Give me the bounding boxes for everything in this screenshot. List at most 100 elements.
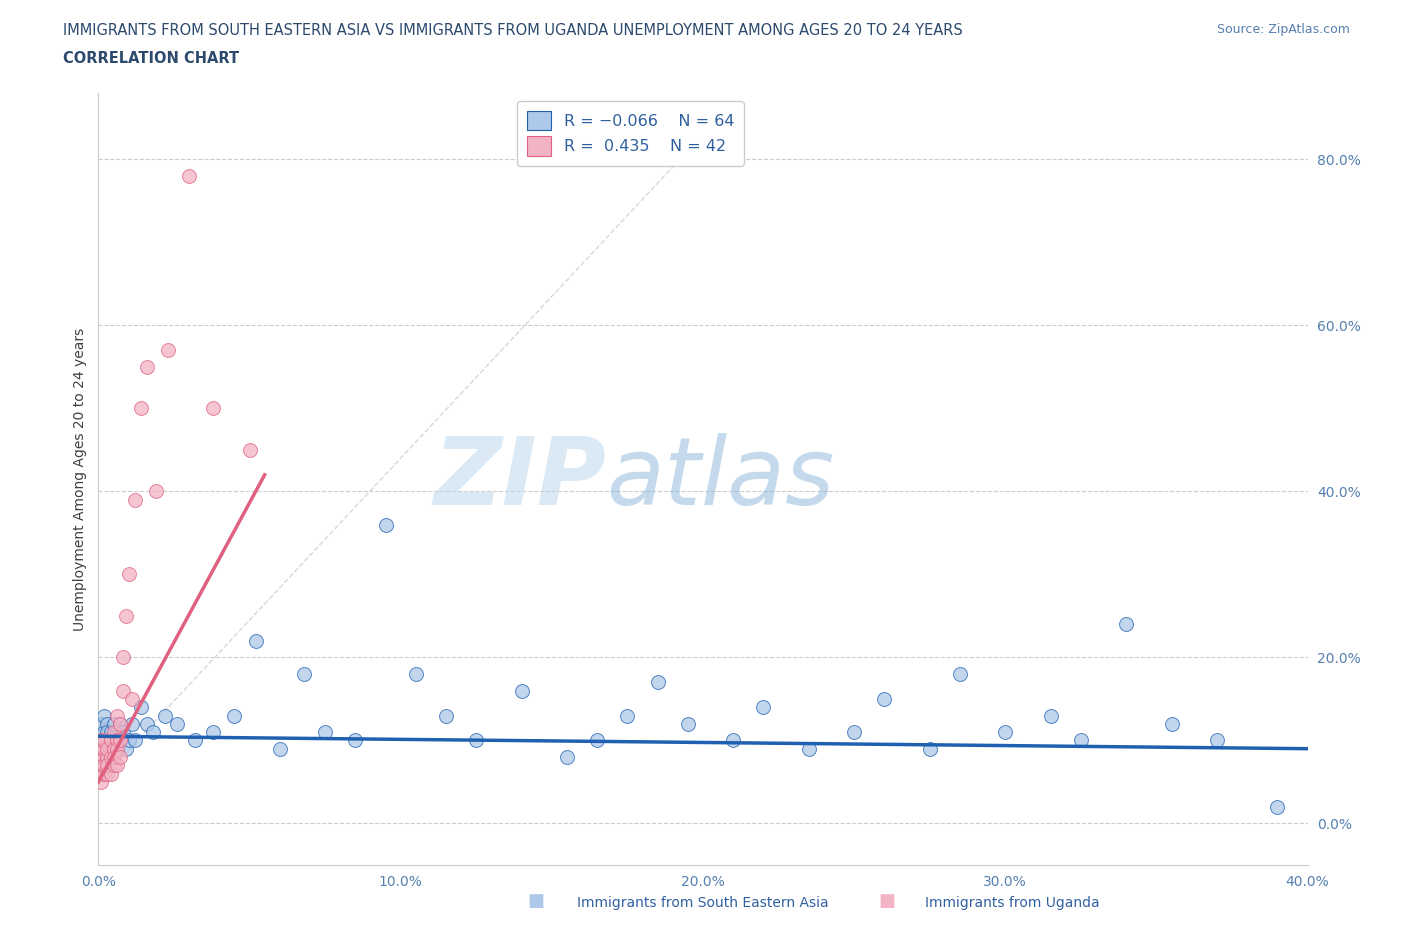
Point: [100, 741, 122, 756]
Point: [93, 733, 115, 748]
Point: [90, 750, 112, 764]
Point: [105, 724, 128, 739]
Point: [918, 741, 941, 756]
Point: [96, 750, 118, 764]
Point: [118, 567, 141, 582]
Point: [96, 733, 118, 748]
Point: [108, 716, 131, 731]
Point: [344, 733, 367, 748]
Point: [121, 692, 143, 707]
Point: [292, 667, 315, 682]
Point: [510, 684, 533, 698]
Point: [224, 708, 246, 723]
Text: Immigrants from Uganda: Immigrants from Uganda: [925, 896, 1099, 910]
Point: [103, 758, 125, 773]
Point: [142, 724, 165, 739]
Point: [90, 716, 112, 731]
Point: [156, 343, 179, 358]
Text: Source: ZipAtlas.com: Source: ZipAtlas.com: [1216, 23, 1350, 36]
Point: [100, 733, 122, 748]
Point: [90, 775, 112, 790]
Point: [93, 766, 115, 781]
Point: [103, 741, 125, 756]
Point: [105, 741, 128, 756]
Point: [145, 484, 167, 498]
Point: [153, 708, 176, 723]
Point: [108, 733, 131, 748]
Point: [96, 750, 118, 764]
Point: [90, 750, 112, 764]
Point: [93, 741, 115, 756]
Text: Immigrants from South Eastern Asia: Immigrants from South Eastern Asia: [578, 896, 828, 910]
Point: [1039, 708, 1062, 723]
Point: [96, 716, 118, 731]
Point: [1115, 617, 1137, 631]
Point: [111, 650, 134, 665]
Point: [96, 741, 118, 756]
Point: [96, 766, 118, 781]
Point: [90, 758, 112, 773]
Text: atlas: atlas: [606, 433, 835, 525]
Point: [465, 733, 488, 748]
Point: [96, 758, 118, 773]
Point: [90, 733, 112, 748]
Point: [100, 733, 122, 748]
Point: [105, 733, 128, 748]
Point: [93, 724, 115, 739]
Point: [90, 741, 112, 756]
Point: [118, 733, 141, 748]
Point: [93, 741, 115, 756]
Point: [129, 401, 152, 416]
Point: [90, 766, 112, 781]
Point: [129, 699, 152, 714]
Point: [179, 168, 201, 183]
Text: ZIP: ZIP: [433, 433, 606, 525]
Point: [108, 750, 131, 764]
Point: [103, 750, 125, 764]
Text: CORRELATION CHART: CORRELATION CHART: [63, 51, 239, 66]
Point: [105, 733, 128, 748]
Point: [93, 708, 115, 723]
Point: [1206, 733, 1229, 748]
Point: [90, 733, 112, 748]
Text: ■: ■: [879, 892, 896, 910]
Point: [434, 708, 457, 723]
Point: [100, 724, 122, 739]
Point: [723, 733, 745, 748]
Point: [269, 741, 291, 756]
Point: [100, 750, 122, 764]
Point: [676, 716, 699, 731]
Point: [111, 724, 134, 739]
Point: [405, 667, 427, 682]
Text: IMMIGRANTS FROM SOUTH EASTERN ASIA VS IMMIGRANTS FROM UGANDA UNEMPLOYMENT AMONG : IMMIGRANTS FROM SOUTH EASTERN ASIA VS IM…: [63, 23, 963, 38]
Point: [108, 716, 131, 731]
Point: [949, 667, 972, 682]
Text: ■: ■: [527, 892, 544, 910]
Point: [555, 750, 578, 764]
Point: [124, 492, 146, 507]
Point: [103, 716, 125, 731]
Point: [121, 716, 143, 731]
Point: [1070, 733, 1092, 748]
Y-axis label: Unemployment Among Ages 20 to 24 years: Unemployment Among Ages 20 to 24 years: [73, 327, 87, 631]
Point: [994, 724, 1017, 739]
Point: [797, 741, 820, 756]
Point: [103, 733, 125, 748]
Point: [1267, 800, 1289, 815]
Point: [124, 733, 146, 748]
Point: [135, 716, 157, 731]
Point: [873, 692, 896, 707]
Point: [135, 360, 157, 375]
Point: [93, 733, 115, 748]
Point: [105, 708, 128, 723]
Point: [114, 608, 136, 623]
Legend: R = −0.066    N = 64, R =  0.435    N = 42: R = −0.066 N = 64, R = 0.435 N = 42: [517, 101, 744, 166]
Point: [647, 675, 669, 690]
Point: [586, 733, 609, 748]
Point: [1160, 716, 1182, 731]
Point: [108, 733, 131, 748]
Point: [245, 633, 267, 648]
Point: [105, 741, 128, 756]
Point: [239, 443, 262, 458]
Point: [166, 716, 188, 731]
